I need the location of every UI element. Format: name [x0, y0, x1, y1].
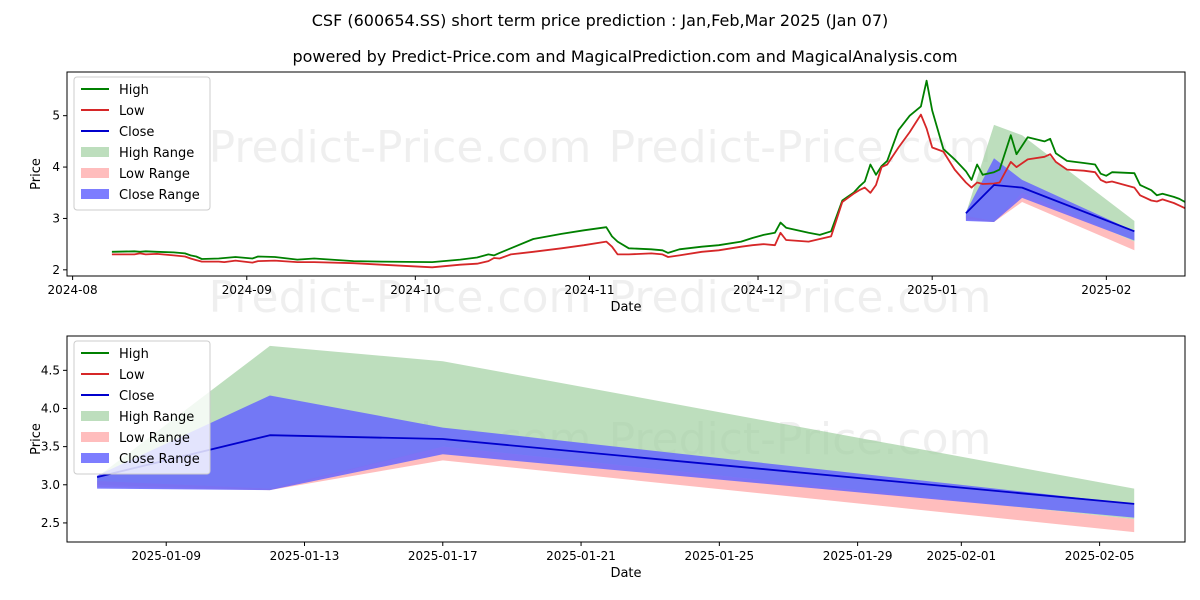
bottom-x-tick-label: 2025-01-21 [546, 549, 616, 563]
bottom-legend-label-close: Close [119, 389, 154, 404]
bottom-x-tick-label: 2025-01-13 [270, 549, 340, 563]
bottom-legend-label-high-range: High Range [119, 410, 194, 425]
top-watermark: Predict-Price.com [209, 122, 592, 173]
bottom-x-tick-label: 2025-01-17 [408, 549, 478, 563]
bottom-y-tick-label: 3.5 [41, 440, 60, 454]
bottom-plot-area [96, 345, 1135, 533]
bottom-legend-label-low-range: Low Range [119, 431, 190, 446]
bottom-close-range-band [97, 395, 1135, 518]
bottom-axes-frame [66, 335, 1186, 543]
top-legend-label-high-range: High Range [119, 146, 194, 161]
top-y-tick-label: 2 [52, 263, 60, 277]
top-low-line [111, 113, 1185, 269]
top-legend-swatch-low-range [81, 168, 109, 178]
bottom-x-tick-label: 2025-02-01 [926, 549, 996, 563]
top-plot-area [111, 79, 1185, 269]
bottom-x-tick-label: 2025-02-05 [1065, 549, 1135, 563]
chart-title: CSF (600654.SS) short term price predict… [312, 11, 889, 30]
top-x-axis-label: Date [610, 300, 641, 315]
top-axes-frame [66, 71, 1186, 277]
top-y-tick-label: 3 [52, 211, 60, 225]
bottom-y-tick-label: 2.5 [41, 516, 60, 530]
bottom-x-tick-label: 2025-01-29 [823, 549, 893, 563]
bottom-x-tick-label: 2025-01-25 [684, 549, 754, 563]
bottom-legend-swatch-high-range [81, 411, 109, 421]
top-x-tick-label: 2025-02 [1081, 283, 1131, 297]
top-legend-swatch-close-range [81, 189, 109, 199]
top-x-tick-label: 2024-10 [390, 283, 440, 297]
top-y-tick-label: 5 [52, 109, 60, 123]
top-x-tick-label: 2024-11 [564, 283, 614, 297]
top-high-line [111, 79, 1185, 264]
top-legend-label-high: High [119, 83, 149, 98]
bottom-x-axis-label: Date [610, 566, 641, 581]
top-panel: Predict-Price.com Predict-Price.com Predic… [29, 71, 1186, 323]
top-legend-swatch-high-range [81, 147, 109, 157]
top-watermark: Predict-Price.com [609, 272, 992, 323]
top-x-tick-label: 2025-01 [907, 283, 957, 297]
bottom-y-axis-label: Price [29, 423, 44, 455]
bottom-legend: High Low Close High Range Low Range Close Ran… [73, 340, 211, 475]
top-x-tick-label: 2024-08 [48, 283, 98, 297]
bottom-legend-label-high: High [119, 347, 149, 362]
bottom-x-tick-label: 2025-01-09 [131, 549, 201, 563]
chart-subtitle: powered by Predict-Price.com and Magical… [292, 47, 957, 66]
top-legend: High Low Close High Range Low Range Close Ran… [73, 76, 211, 211]
top-legend-label-close-range: Close Range [119, 188, 200, 203]
bottom-panel: Predict-Price.comPredict-Price.com2025-0… [29, 335, 1186, 581]
bottom-legend-swatch-low-range [81, 432, 109, 442]
top-close-line [965, 184, 1135, 233]
bottom-legend-swatch-close-range [81, 453, 109, 463]
top-y-axis-label: Price [29, 158, 44, 190]
top-legend-label-close: Close [119, 125, 154, 140]
bottom-legend-label-close-range: Close Range [119, 452, 200, 467]
bottom-y-tick-label: 3.0 [41, 478, 60, 492]
top-x-tick-label: 2024-09 [222, 283, 272, 297]
top-legend-label-low-range: Low Range [119, 167, 190, 182]
top-y-tick-label: 4 [52, 160, 60, 174]
bottom-legend-label-low: Low [119, 368, 145, 383]
bottom-y-tick-label: 4.0 [41, 401, 60, 415]
bottom-y-tick-label: 4.5 [41, 363, 60, 377]
top-legend-label-low: Low [119, 104, 145, 119]
top-x-tick-label: 2024-12 [733, 283, 783, 297]
top-watermark: Predict-Price.com [209, 272, 592, 323]
